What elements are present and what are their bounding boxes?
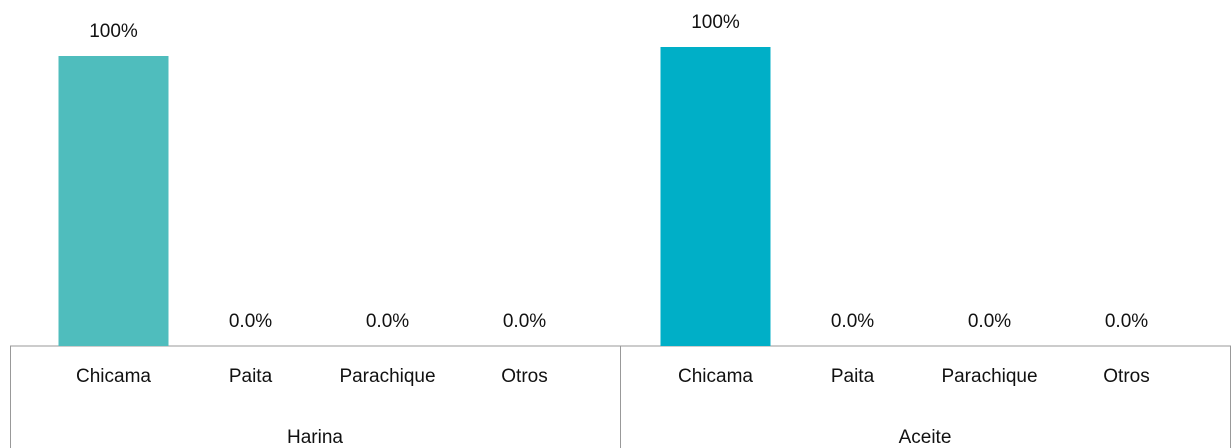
bar — [660, 47, 771, 346]
value-label: 0.0% — [503, 311, 546, 332]
x-tick-label: Chicama — [678, 366, 753, 387]
value-label: 100% — [691, 12, 740, 33]
x-tick-label: Paita — [229, 366, 273, 387]
value-label: 0.0% — [229, 311, 272, 332]
x-tick-label: Otros — [1103, 366, 1149, 387]
value-label: 0.0% — [366, 311, 409, 332]
value-label: 0.0% — [1105, 311, 1148, 332]
x-tick-label: Parachique — [941, 366, 1037, 387]
x-tick-label: Chicama — [76, 366, 151, 387]
bar — [58, 56, 169, 346]
value-label: 0.0% — [831, 311, 874, 332]
value-label: 100% — [89, 21, 138, 42]
x-tick-label: Parachique — [339, 366, 435, 387]
group-label: Aceite — [899, 427, 952, 448]
x-tick-label: Paita — [831, 366, 875, 387]
value-label: 0.0% — [968, 311, 1011, 332]
x-tick-label: Otros — [501, 366, 547, 387]
group-label: Harina — [287, 427, 343, 448]
